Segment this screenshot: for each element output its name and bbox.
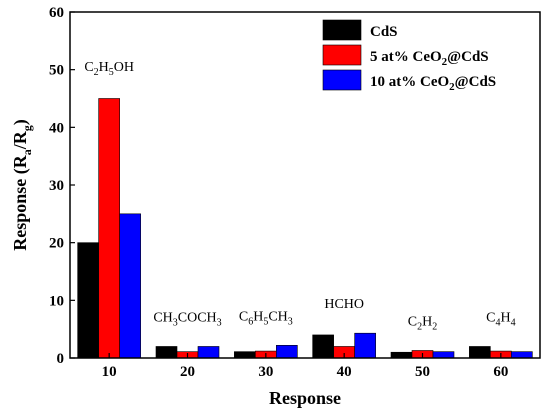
label-text: /R [10,130,30,150]
subscript-text: 4 [511,317,516,328]
label-text: 5 at% CeO [370,49,442,65]
subscript-text: 2 [94,67,99,78]
label-text: COCH [178,310,217,325]
x-tick-label: 50 [415,364,430,380]
y-tick-label: 50 [49,63,64,79]
label-text: CH [268,309,287,324]
y-tick-label: 30 [49,178,64,194]
legend-swatch [322,44,362,66]
y-tick-label: 20 [49,236,64,252]
label-text: H [422,315,432,330]
label-text: 10 at% CeO [370,74,449,90]
label-text: H [253,309,263,324]
subscript-text: 4 [495,317,500,328]
bar [511,351,533,359]
subscript-text: 2 [442,56,448,68]
subscript-text: 6 [248,316,253,327]
bar [469,346,491,359]
subscript-text: 3 [217,317,222,328]
bar [354,332,376,359]
gas-annotation: HCHO [324,297,364,312]
x-axis: 10 20 30 40 50 60 [102,353,508,380]
legend-swatch [322,19,362,41]
x-tick-label: 10 [102,364,117,380]
subscript-text: 3 [173,317,178,328]
x-tick-label: 40 [337,364,352,380]
label-text: @CdS [447,49,488,65]
legend-label: 5 at% CeO2@CdS [370,49,489,68]
bar [276,345,298,359]
label-text: H [500,310,510,325]
label-text: C [84,60,93,75]
label-text: H [99,60,109,75]
subscript-text: 5 [263,316,268,327]
label-text: HCHO [324,297,364,312]
y-tick-label: 0 [57,351,65,367]
subscript-text: g [20,125,34,131]
bar [98,98,120,359]
label-text: C [408,315,417,330]
gas-annotation: C6H5CH3 [239,309,293,327]
legend-label: CdS [370,24,398,40]
y-axis: 0 10 20 30 40 50 60 [49,5,75,367]
gas-annotation: C4H4 [486,310,515,328]
label-text: Response (R [10,154,31,251]
gas-annotation: CH3COCH3 [153,310,221,328]
gas-annotation: C2H2 [408,315,437,333]
bar [390,351,413,359]
label-text: CdS [370,24,398,40]
label-text: C [239,309,248,324]
x-tick-label: 60 [493,364,508,380]
label-text: @CdS [455,74,496,90]
label-text: C [486,310,495,325]
subscript-text: 3 [288,316,293,327]
y-tick-label: 60 [49,5,64,21]
gas-annotation: C2H5OH [84,60,134,78]
subscript-text: 2 [432,322,437,333]
legend-swatch [322,69,362,91]
x-tick-label: 20 [180,364,195,380]
label-text: OH [114,60,134,75]
bar [432,351,455,359]
y-tick-label: 40 [49,120,64,136]
bars-layer [77,98,533,359]
legend-label: 10 at% CeO2@CdS [370,74,496,93]
subscript-text: 2 [449,81,455,93]
bar [155,346,178,359]
bar [119,213,141,359]
y-axis-label: Response (Ra/Rg) [10,119,34,251]
label-text: ) [10,119,31,125]
bar [77,242,99,359]
subscript-text: 2 [417,322,422,333]
bar [312,334,334,359]
subscript-text: a [20,149,34,155]
subscript-text: 5 [109,67,114,78]
x-tick-label: 30 [258,364,273,380]
y-tick-label: 10 [49,293,64,309]
bar [234,351,256,359]
bar [197,346,220,359]
x-axis-label: Response [269,388,341,408]
label-text: CH [153,310,172,325]
